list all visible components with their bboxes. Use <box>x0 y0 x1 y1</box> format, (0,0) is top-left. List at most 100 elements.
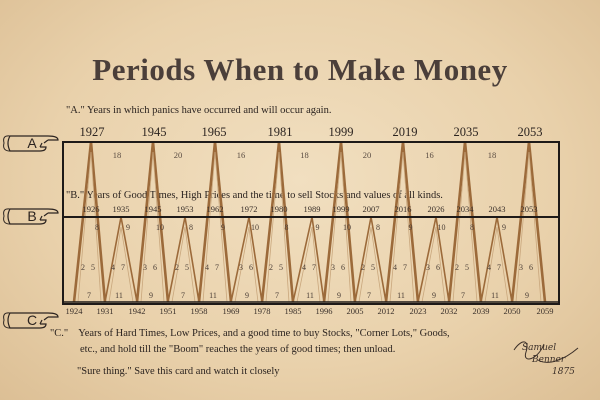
panic-gap-number: 16 <box>237 150 246 160</box>
upper-gap-number: 10 <box>156 223 164 232</box>
hard-times-year: 1985 <box>285 306 302 316</box>
good-times-year: 1953 <box>177 204 194 214</box>
lower-gap-number: 7 <box>181 291 185 300</box>
panic-year: 1927 <box>80 125 105 139</box>
pointing-hands: A B C <box>3 135 59 329</box>
upper-gap-number: 8 <box>189 223 193 232</box>
pointing-hand-icon: A <box>3 135 59 152</box>
peak-right-number: 7 <box>497 263 501 272</box>
peak-left-number: 2 <box>175 263 179 272</box>
hard-times-year: 2039 <box>473 306 490 316</box>
cycle-peak-inner-line <box>108 226 134 303</box>
peak-left-number: 3 <box>519 263 523 272</box>
upper-gap-number: 8 <box>376 223 380 232</box>
upper-gap-number: 9 <box>126 223 130 232</box>
cycle-peak-inner-line <box>296 226 321 303</box>
peak-left-number: 2 <box>269 263 273 272</box>
caption-sure-thing: "Sure thing." Save this card and watch i… <box>77 366 280 377</box>
cycle-peak-inner-line <box>389 151 415 303</box>
hard-times-year: 1978 <box>254 306 271 316</box>
cycle-peak-inner-line <box>140 151 165 303</box>
peak-left-number: 4 <box>302 263 306 272</box>
good-times-year: 2007 <box>363 204 380 214</box>
signature-last-name: Benner <box>531 355 566 365</box>
peak-right-number: 7 <box>403 263 407 272</box>
pointing-hand-icon: B <box>3 208 59 225</box>
peak-right-number: 5 <box>91 263 95 272</box>
peak-left-number: 2 <box>455 263 459 272</box>
page-title: Periods When to Make Money <box>92 52 508 87</box>
good-times-year: 1945 <box>145 204 162 214</box>
lower-gap-number: 9 <box>337 291 341 300</box>
cycle-peak-inner-line <box>515 151 542 303</box>
peak-right-number: 6 <box>529 263 533 272</box>
cycle-peak-inner-line <box>452 151 478 303</box>
caption-c-lead: "C." <box>50 328 69 339</box>
upper-gap-number: 10 <box>438 223 446 232</box>
peak-right-number: 5 <box>465 263 469 272</box>
peak-left-number: 4 <box>205 263 209 272</box>
good-times-year: 1935 <box>113 204 130 214</box>
upper-gap-number: 9 <box>316 223 320 232</box>
panic-year: 2053 <box>518 125 543 139</box>
hard-times-year: 1942 <box>129 306 146 316</box>
cycle-peak-line <box>135 141 170 303</box>
signature-flourish <box>513 341 579 363</box>
row-label: A <box>27 135 37 151</box>
row-label: C <box>27 312 37 328</box>
cycle-lines <box>72 141 547 303</box>
cycle-peak-inner-line <box>358 226 383 303</box>
good-times-year: 1926 <box>83 204 100 214</box>
caption-a: "A." Years in which panics have occurred… <box>66 105 332 116</box>
hard-times-year: 1969 <box>223 306 240 316</box>
panic-gap-number: 16 <box>425 150 434 160</box>
panic-gap-number: 18 <box>113 150 122 160</box>
cycle-peak-line <box>167 216 200 303</box>
lower-gap-number: 11 <box>115 291 123 300</box>
cycle-peak-line <box>447 141 483 303</box>
peak-right-number: 5 <box>185 263 189 272</box>
cycle-peak-inner-line <box>265 151 290 303</box>
lower-gap-number: 7 <box>461 291 465 300</box>
signature-year: 1875 <box>552 367 575 377</box>
panic-year: 1945 <box>142 125 167 139</box>
signature-first-name: Samuel <box>522 343 556 353</box>
good-times-year: 2034 <box>457 204 475 214</box>
lower-gap-number: 9 <box>245 291 249 300</box>
good-times-year: 2016 <box>395 204 412 214</box>
good-times-year: 1999 <box>333 204 350 214</box>
upper-gap-number: 9 <box>221 223 225 232</box>
peak-right-number: 6 <box>341 263 345 272</box>
hard-times-year: 1924 <box>66 306 84 316</box>
cycle-peak-inner-line <box>421 226 446 303</box>
row-label: B <box>27 208 36 224</box>
good-times-year: 2043 <box>489 204 506 214</box>
good-times-year: 1962 <box>207 204 224 214</box>
peak-left-number: 3 <box>143 263 147 272</box>
cycle-peak-line <box>104 216 138 303</box>
caption-b: "B." Years of Good Times, High Prices an… <box>66 190 443 201</box>
lower-gap-number: 9 <box>525 291 529 300</box>
pointing-hand-icon: C <box>3 312 59 329</box>
hard-times-year: 2050 <box>504 306 521 316</box>
caption-c-line-2: etc., and hold till the "Boom" reaches t… <box>80 344 396 355</box>
good-times-year: 2053 <box>521 204 538 214</box>
upper-gap-number: 9 <box>409 223 413 232</box>
hard-times-year: 2012 <box>378 306 395 316</box>
good-times-year: 1980 <box>271 204 288 214</box>
cycle-peak-inner-line <box>484 226 509 303</box>
diagram-frame <box>62 141 560 305</box>
lower-gap-number: 11 <box>306 291 314 300</box>
hard-times-year: 1931 <box>97 306 114 316</box>
peak-right-number: 5 <box>279 263 283 272</box>
panic-gap-number: 20 <box>363 150 372 160</box>
lower-gap-number: 7 <box>275 291 279 300</box>
peak-left-number: 4 <box>111 263 115 272</box>
peak-right-number: 5 <box>371 263 375 272</box>
cycle-peak-line <box>510 141 547 303</box>
panic-year: 2019 <box>393 125 418 139</box>
signature: Samuel Benner 1875 <box>513 341 579 377</box>
